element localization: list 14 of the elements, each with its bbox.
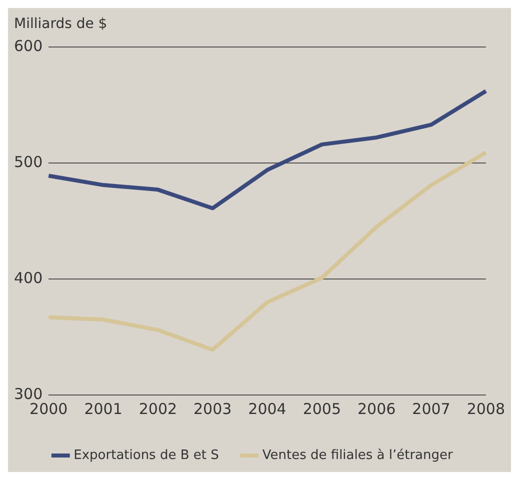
x-tick-label: 2004 xyxy=(248,400,286,418)
x-tick-label: 2002 xyxy=(138,400,178,418)
y-tick-label: 600 xyxy=(14,36,43,55)
y-tick-label: 400 xyxy=(14,268,43,287)
legend-label: Exportations de B et S xyxy=(74,448,219,463)
y-axis-title: Milliards de $ xyxy=(13,15,108,32)
x-tick-label: 2007 xyxy=(412,400,450,418)
y-tick-label: 500 xyxy=(14,152,43,171)
x-tick-label: 2008 xyxy=(466,400,506,418)
x-tick-label: 2001 xyxy=(84,400,122,418)
x-tick-label: 2006 xyxy=(358,400,396,418)
legend-label: Ventes de filiales à l’étranger xyxy=(262,448,454,463)
x-tick-label: 2005 xyxy=(302,400,342,418)
x-tick-label: 2003 xyxy=(194,400,232,418)
